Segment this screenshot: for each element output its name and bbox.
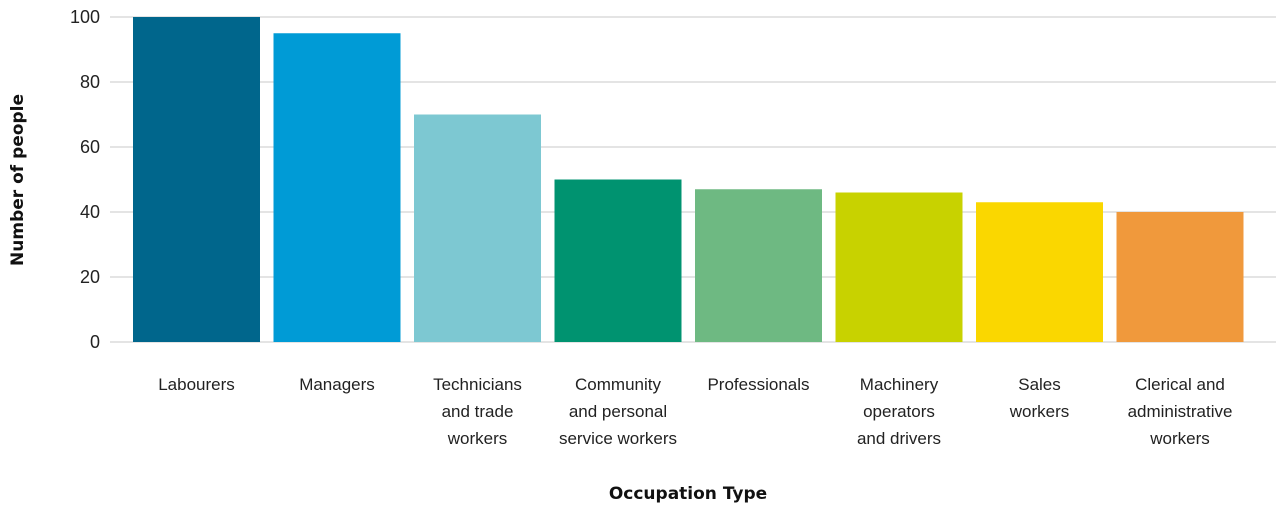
y-axis-title: Number of people <box>8 94 28 266</box>
bar <box>554 179 682 342</box>
bar <box>835 192 963 342</box>
bar <box>695 189 822 342</box>
x-tick-label: Sales workers <box>1009 375 1070 421</box>
x-tick-label: Managers <box>299 375 375 394</box>
x-tick-label: Community and personal service workers <box>559 375 677 448</box>
bar <box>414 114 541 342</box>
bar <box>976 202 1103 342</box>
y-tick-label: 40 <box>80 202 100 222</box>
y-tick-labels: 0 20 40 60 80 100 <box>70 7 100 352</box>
x-tick-label: Machinery operators and drivers <box>857 375 941 448</box>
x-axis-title: Occupation Type <box>609 484 767 504</box>
y-tick-label: 60 <box>80 137 100 157</box>
bars <box>133 17 1244 342</box>
x-category-labels: Labourers Managers Technicians and trade wor… <box>158 375 1232 448</box>
y-tick-label: 0 <box>90 332 100 352</box>
y-tick-label: 20 <box>80 267 100 287</box>
y-tick-label: 100 <box>70 7 100 27</box>
bar <box>133 17 260 342</box>
x-tick-label: Technicians and trade workers <box>433 375 522 448</box>
y-tick-label: 80 <box>80 72 100 92</box>
bar <box>1116 212 1244 342</box>
x-tick-label: Clerical and administrative workers <box>1128 375 1233 448</box>
x-tick-label: Professionals <box>707 375 809 394</box>
bar <box>273 33 401 342</box>
x-tick-label: Labourers <box>158 375 235 394</box>
